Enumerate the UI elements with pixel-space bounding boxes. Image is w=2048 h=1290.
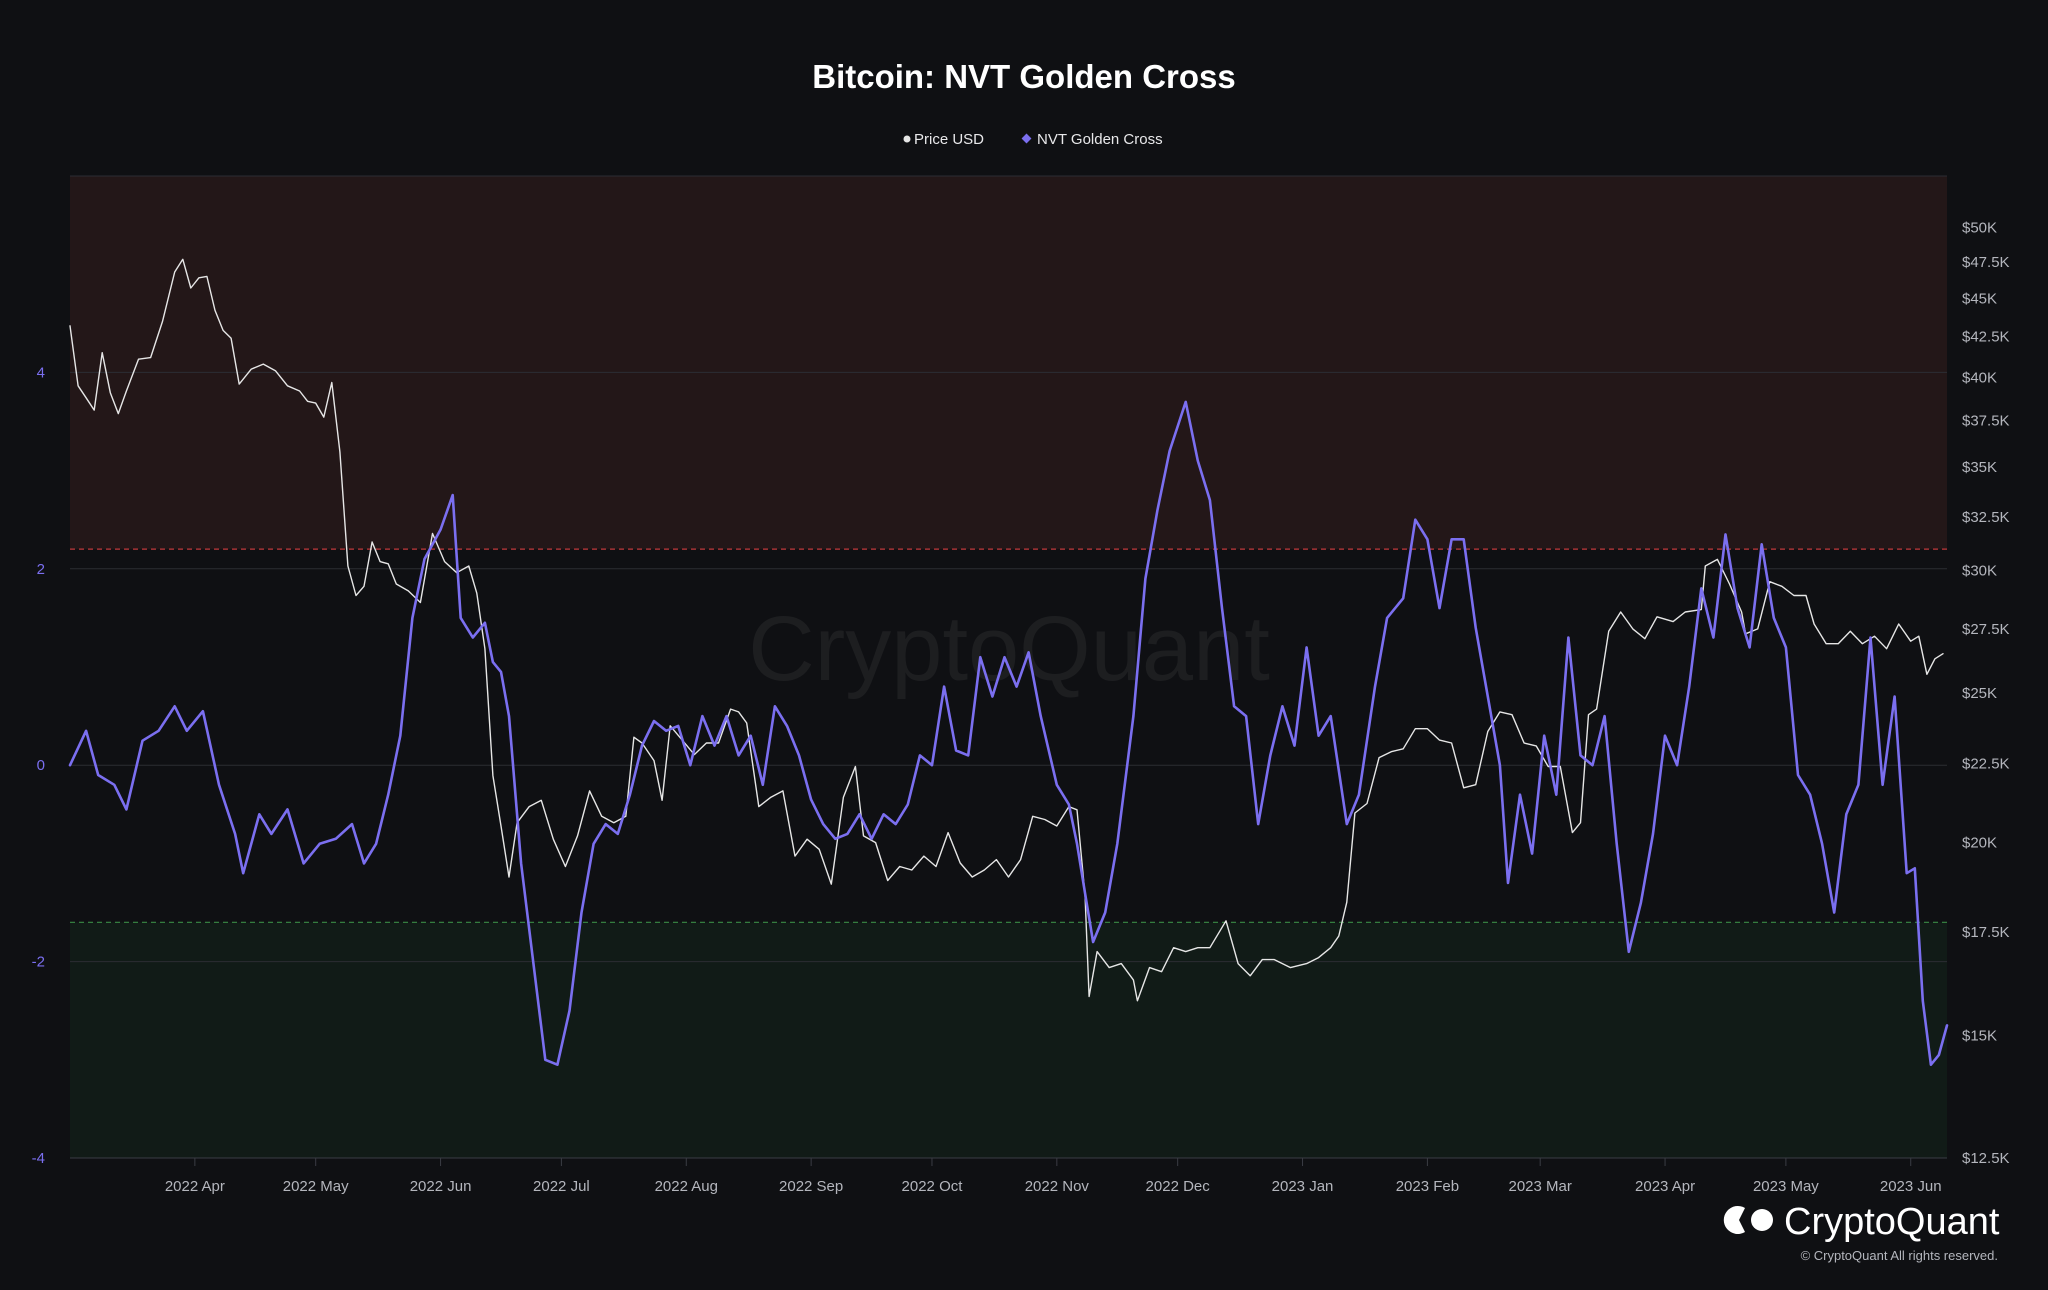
x-tick-label: 2023 Apr xyxy=(1635,1178,1695,1195)
x-tick-label: 2023 Mar xyxy=(1508,1178,1571,1195)
x-tick-label: 2022 Nov xyxy=(1025,1178,1090,1195)
chart-title: Bitcoin: NVT Golden Cross xyxy=(812,58,1236,95)
x-tick-label: 2022 Oct xyxy=(902,1178,964,1195)
y-right-tick-label: $20K xyxy=(1962,835,1997,852)
copyright: © CryptoQuant All rights reserved. xyxy=(1801,1248,1998,1263)
legend-item-nvt[interactable]: NVT Golden Cross xyxy=(1021,131,1163,148)
series-layer xyxy=(68,258,1949,1066)
x-tick-label: 2022 Dec xyxy=(1146,1178,1211,1195)
band-overheated xyxy=(70,176,1947,550)
x-tick-label: 2022 Aug xyxy=(655,1178,718,1195)
legend-item-price[interactable]: Price USD xyxy=(903,131,985,148)
y-right-tick-label: $35K xyxy=(1962,459,1997,476)
legend-nvt-label: NVT Golden Cross xyxy=(1037,131,1163,148)
y-left-tick-label: 0 xyxy=(37,757,45,774)
y-right-tick-label: $30K xyxy=(1962,562,1997,579)
y-right-tick-label: $15K xyxy=(1962,1028,1997,1045)
legend-nvt-marker xyxy=(1021,133,1032,144)
brand-logo-dot xyxy=(1751,1209,1773,1231)
brand-logo: CryptoQuant xyxy=(1723,1201,2000,1243)
y-left-tick-label: 4 xyxy=(37,364,45,381)
x-tick-label: 2023 Feb xyxy=(1396,1178,1459,1195)
y-right-tick-label: $22.5K xyxy=(1962,756,2010,773)
watermark: CryptoQuant xyxy=(748,598,1270,700)
x-tick-label: 2022 Jun xyxy=(410,1178,472,1195)
x-tick-label: 2022 Apr xyxy=(165,1178,225,1195)
x-tick-label: 2022 Sep xyxy=(779,1178,843,1195)
y-left-tick-label: -2 xyxy=(32,954,45,971)
x-tick-label: 2023 Jun xyxy=(1880,1178,1942,1195)
series-line-price xyxy=(69,258,1944,1002)
brand-logo-icon xyxy=(1723,1206,1745,1235)
legend-price-marker xyxy=(903,135,911,143)
y-right-tick-label: $17.5K xyxy=(1962,924,2010,941)
grid-layer xyxy=(70,175,1947,1159)
y-right-tick-label: $40K xyxy=(1962,369,1997,386)
y-right-tick-label: $47.5K xyxy=(1962,254,2010,271)
y-left-tick-label: -4 xyxy=(32,1150,45,1167)
legend: Price USD NVT Golden Cross xyxy=(903,131,1163,148)
ticks-layer: 2022 Apr 2022 May 2022 Jun 2022 Jul 2022 Aug… xyxy=(32,220,2010,1195)
x-tick-label: 2022 May xyxy=(283,1178,349,1195)
x-tick-label: 2023 Jan xyxy=(1272,1178,1334,1195)
y-right-tick-label: $27.5K xyxy=(1962,621,2010,638)
band-undervalued xyxy=(70,922,1947,1158)
legend-price-label: Price USD xyxy=(914,131,984,148)
y-right-tick-label: $50K xyxy=(1962,220,1997,237)
y-right-tick-label: $42.5K xyxy=(1962,329,2010,346)
y-right-tick-label: $45K xyxy=(1962,290,1997,307)
brand-name: CryptoQuant xyxy=(1784,1201,2000,1243)
y-right-tick-label: $37.5K xyxy=(1962,413,2010,430)
series-line-nvt xyxy=(68,400,1949,1066)
x-tick-label: 2023 May xyxy=(1753,1178,1819,1195)
y-left-tick-label: 2 xyxy=(37,561,45,578)
y-right-tick-label: $32.5K xyxy=(1962,509,2010,526)
x-tick-label: 2022 Jul xyxy=(533,1178,590,1195)
y-right-tick-label: $12.5K xyxy=(1962,1150,2010,1167)
y-right-tick-label: $25K xyxy=(1962,685,1997,702)
